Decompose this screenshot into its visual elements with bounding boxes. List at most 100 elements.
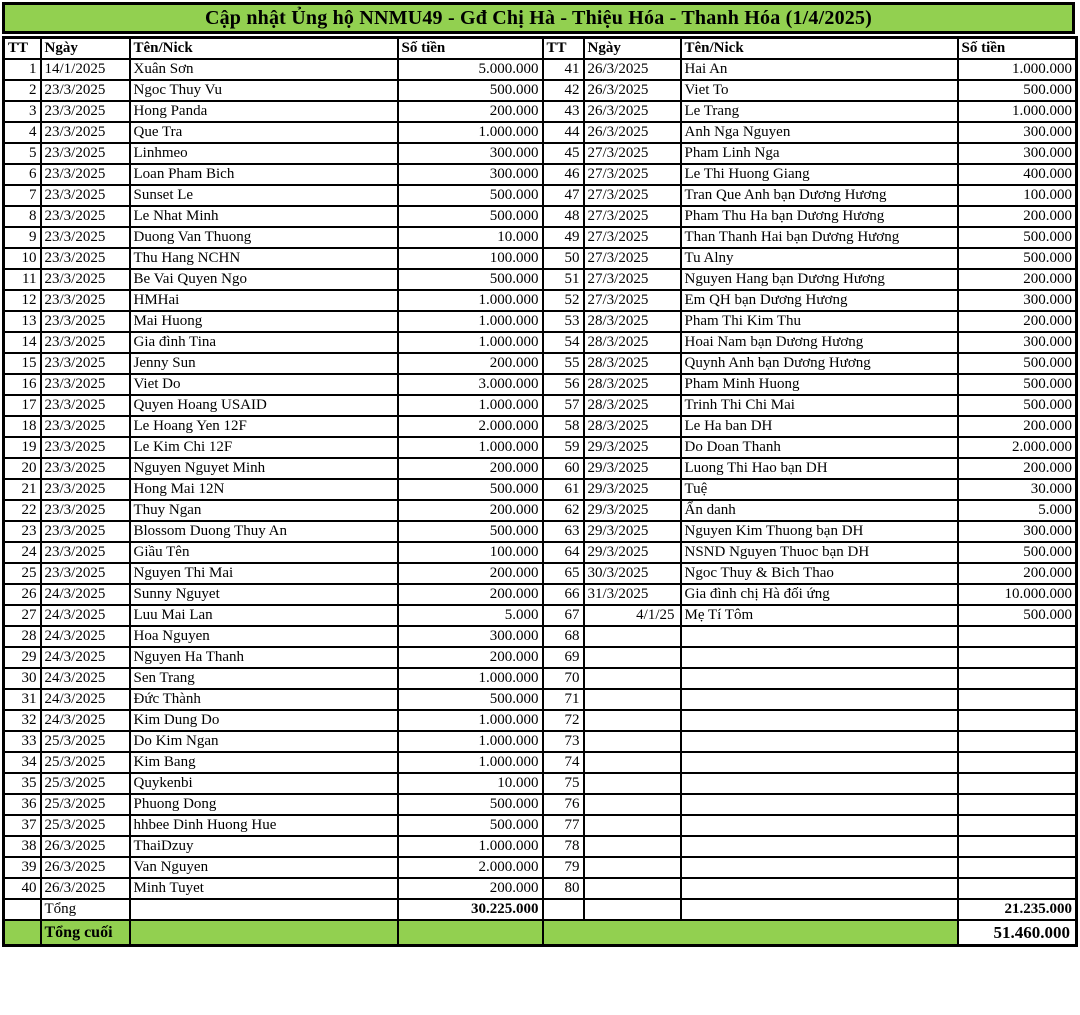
date-cell: 28/3/2025: [582, 352, 682, 375]
date-cell: 23/3/2025: [39, 310, 131, 333]
date-cell: 31/3/2025: [582, 583, 682, 606]
tt-cell: 22: [2, 499, 42, 522]
table-row: 7 23/3/2025 Sunset Le 500.000 47 27/3/2025 Tra…: [2, 184, 1078, 207]
table-row: 24 23/3/2025 Giầu Tên 100.000 64 29/3/2025 NSN…: [2, 541, 1078, 564]
date-cell: 28/3/2025: [582, 394, 682, 417]
name-cell: Viet Do: [128, 373, 399, 396]
date-cell: 23/3/2025: [39, 457, 131, 480]
name-cell: Hong Mai 12N: [128, 478, 399, 501]
tt-cell: 63: [541, 520, 585, 543]
name-cell: Linhmeo: [128, 142, 399, 165]
amount-cell: 1.000.000: [396, 394, 544, 417]
date-cell: 29/3/2025: [582, 457, 682, 480]
tt-cell: 56: [541, 373, 585, 396]
header-row: TT Ngày Tên/Nick Số tiền TT Ngày Tên/Nic…: [2, 36, 1078, 60]
tt-cell: 66: [541, 583, 585, 606]
amount-cell: 500.000: [396, 205, 544, 228]
tt-cell: 55: [541, 352, 585, 375]
tt-cell: 53: [541, 310, 585, 333]
donation-sheet: Cập nhật Ủng hộ NNMU49 - Gđ Chị Hà - Thi…: [2, 2, 1078, 947]
amount-cell: 300.000: [396, 163, 544, 186]
table-row: 12 23/3/2025 HMHai 1.000.000 52 27/3/2025 Em Q…: [2, 289, 1078, 312]
date-cell: [582, 751, 682, 774]
name-cell: hhbee Dinh Huong Hue: [128, 814, 399, 837]
table-row: 31 24/3/2025 Đức Thành 500.000 71: [2, 688, 1078, 711]
date-cell: 23/3/2025: [39, 520, 131, 543]
date-cell: 23/3/2025: [39, 121, 131, 144]
table-row: 11 23/3/2025 Be Vai Quyen Ngo 500.000 51 27/3…: [2, 268, 1078, 291]
amount-cell: 300.000: [956, 331, 1078, 354]
tt-cell: 15: [2, 352, 42, 375]
date-cell: 23/3/2025: [39, 142, 131, 165]
name-cell: Hai An: [679, 58, 959, 81]
amount-cell: [956, 688, 1078, 711]
tt-cell: 46: [541, 163, 585, 186]
tt-cell: 70: [541, 667, 585, 690]
amount-cell: 500.000: [396, 184, 544, 207]
empty-cell: [541, 919, 959, 947]
date-cell: [582, 856, 682, 879]
table-row: 26 24/3/2025 Sunny Nguyet 200.000 66 31/3/202…: [2, 583, 1078, 606]
name-cell: Pham Linh Nga: [679, 142, 959, 165]
amount-cell: [956, 835, 1078, 858]
date-cell: 27/3/2025: [582, 163, 682, 186]
date-cell: 29/3/2025: [582, 499, 682, 522]
date-cell: 23/3/2025: [39, 541, 131, 564]
date-cell: 24/3/2025: [39, 709, 131, 732]
subtotal-left-amount: 30.225.000: [396, 898, 544, 921]
amount-cell: [956, 667, 1078, 690]
date-cell: 26/3/2025: [582, 121, 682, 144]
amount-cell: 500.000: [956, 226, 1078, 249]
table-row: 36 25/3/2025 Phuong Dong 500.000 76: [2, 793, 1078, 816]
name-cell: Sen Trang: [128, 667, 399, 690]
amount-cell: 400.000: [956, 163, 1078, 186]
table-row: 18 23/3/2025 Le Hoang Yen 12F 2.000.000 58 28…: [2, 415, 1078, 438]
tt-cell: 20: [2, 457, 42, 480]
table-row: 39 26/3/2025 Van Nguyen 2.000.000 79: [2, 856, 1078, 879]
date-cell: 25/3/2025: [39, 730, 131, 753]
empty-cell: [2, 898, 42, 921]
tt-cell: 69: [541, 646, 585, 669]
date-cell: 29/3/2025: [582, 478, 682, 501]
tt-cell: 77: [541, 814, 585, 837]
date-cell: 27/3/2025: [582, 268, 682, 291]
amount-cell: 5.000: [956, 499, 1078, 522]
name-cell: Ẩn danh: [679, 499, 959, 522]
tt-cell: 74: [541, 751, 585, 774]
table-row: 20 23/3/2025 Nguyen Nguyet Minh 200.000 60 29…: [2, 457, 1078, 480]
date-cell: 26/3/2025: [582, 58, 682, 81]
name-cell: ThaiDzuy: [128, 835, 399, 858]
date-cell: [582, 772, 682, 795]
tt-cell: 16: [2, 373, 42, 396]
header-date-right: Ngày: [582, 36, 682, 60]
name-cell: [679, 751, 959, 774]
grand-total-row: Tổng cuối 51.460.000: [2, 919, 1078, 947]
tt-cell: 58: [541, 415, 585, 438]
table-row: 15 23/3/2025 Jenny Sun 200.000 55 28/3/2025 Qu…: [2, 352, 1078, 375]
tt-cell: 7: [2, 184, 42, 207]
date-cell: 29/3/2025: [582, 436, 682, 459]
table-row: 9 23/3/2025 Duong Van Thuong 10.000 49 27/3/2…: [2, 226, 1078, 249]
date-cell: 30/3/2025: [582, 562, 682, 585]
amount-cell: 200.000: [956, 457, 1078, 480]
amount-cell: 500.000: [396, 814, 544, 837]
table-row: 37 25/3/2025 hhbee Dinh Huong Hue 500.000 77: [2, 814, 1078, 837]
table-row: 40 26/3/2025 Minh Tuyet 200.000 80: [2, 877, 1078, 900]
table-row: 5 23/3/2025 Linhmeo 300.000 45 27/3/2025 Pham …: [2, 142, 1078, 165]
tt-cell: 52: [541, 289, 585, 312]
date-cell: [582, 667, 682, 690]
tt-cell: 73: [541, 730, 585, 753]
amount-cell: 500.000: [956, 352, 1078, 375]
date-cell: 23/3/2025: [39, 289, 131, 312]
table-row: 25 23/3/2025 Nguyen Thi Mai 200.000 65 30/3/2…: [2, 562, 1078, 585]
date-cell: 27/3/2025: [582, 289, 682, 312]
tt-cell: 18: [2, 415, 42, 438]
date-cell: 23/3/2025: [39, 373, 131, 396]
name-cell: Jenny Sun: [128, 352, 399, 375]
amount-cell: 300.000: [396, 142, 544, 165]
empty-cell: [2, 919, 42, 947]
table-row: 4 23/3/2025 Que Tra 1.000.000 44 26/3/2025 Anh…: [2, 121, 1078, 144]
tt-cell: 41: [541, 58, 585, 81]
name-cell: Do Kim Ngan: [128, 730, 399, 753]
table-row: 27 24/3/2025 Luu Mai Lan 5.000 67 4/1/25 Mẹ Tí…: [2, 604, 1078, 627]
